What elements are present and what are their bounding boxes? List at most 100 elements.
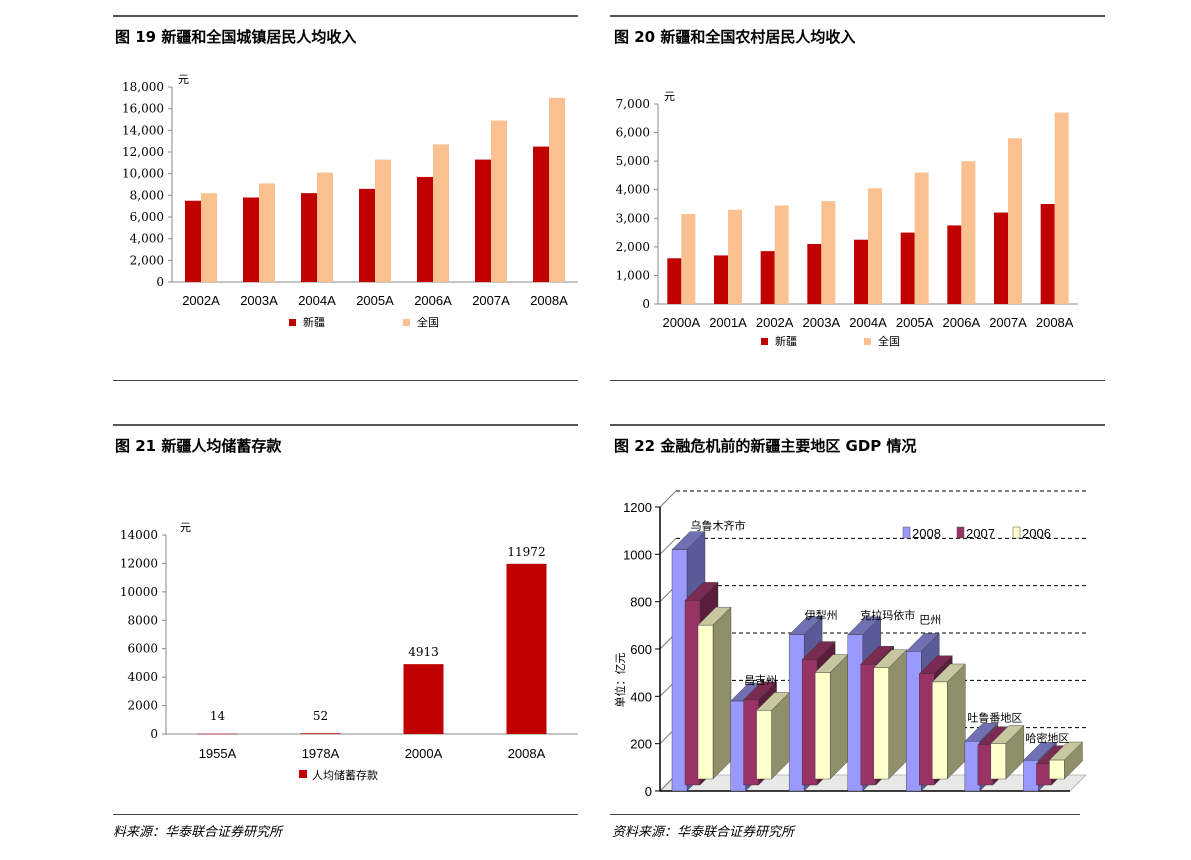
y-tick-label: 200 — [630, 737, 652, 752]
x-tick-label: 2000A — [405, 746, 443, 761]
x-tick-label: 2006A — [414, 293, 452, 308]
gridline-side — [659, 490, 677, 508]
bar-xinjiang — [900, 232, 915, 304]
fig21-chart: 0 2000 4000 6000 8000 10000 12000 14000 元 14 1955A… — [120, 521, 578, 782]
y-tick-label: 1,000 — [616, 268, 650, 282]
bar-savings — [300, 733, 341, 734]
x-tick-label: 2004A — [298, 293, 336, 308]
bar-2006 — [932, 681, 948, 780]
fig20-top-rule — [610, 15, 1105, 17]
bar-xinjiang — [854, 239, 868, 304]
y-tick-label: 10000 — [120, 585, 158, 599]
bar-2007 — [801, 659, 818, 786]
x-tick-label: 2007A — [472, 293, 510, 308]
y-tick-label: 4,000 — [130, 232, 164, 246]
bar-national — [868, 188, 882, 304]
y-tick-label: 4,000 — [616, 183, 650, 197]
unit-label: 元 — [664, 90, 675, 103]
fig21-top-rule — [113, 424, 578, 426]
legend-swatch — [299, 770, 307, 778]
bar-xinjiang — [185, 200, 201, 282]
bar-national — [1008, 138, 1022, 304]
bar-2008 — [1023, 760, 1039, 792]
y-tick-label: 3,000 — [616, 211, 650, 225]
y-tick-label: 8,000 — [130, 188, 164, 202]
fig22-title: 图 22 金融危机前的新疆主要地区 GDP 情况 — [614, 437, 917, 455]
y-tick-label: 16,000 — [122, 102, 164, 116]
bar-xinjiang — [807, 244, 822, 304]
bar-national — [681, 214, 696, 304]
unit-label: 元 — [178, 73, 189, 86]
x-tick-label: 1955A — [199, 746, 237, 761]
y-tick-label: 0 — [642, 297, 650, 311]
y-tick-label: 6,000 — [130, 210, 164, 224]
bar-2008 — [788, 634, 805, 792]
legend-label: 2007 — [966, 526, 995, 541]
y-tick-label: 6,000 — [616, 126, 650, 140]
bar-national — [961, 161, 976, 304]
x-tick-label: 1978A — [302, 746, 340, 761]
bar-national — [728, 209, 742, 304]
x-tick-label: 2000A — [663, 315, 701, 330]
x-tick-label: 2003A — [240, 293, 278, 308]
y-tick-label: 4000 — [127, 670, 158, 684]
bar-national — [774, 205, 789, 304]
x-tick-label: 2008A — [530, 293, 568, 308]
x-tick-label: 2002A — [756, 315, 794, 330]
bar-xinjiang — [667, 258, 682, 304]
unit-label: 元 — [180, 521, 191, 534]
fig19-top-rule — [113, 15, 578, 17]
x-tick-label: 2004A — [849, 315, 887, 330]
legend-label: 全国 — [417, 315, 439, 329]
bar-2006 — [697, 624, 714, 780]
bar-2008 — [847, 634, 863, 792]
legend-label: 新疆 — [775, 334, 797, 348]
fig21-title: 图 21 新疆人均储蓄存款 — [115, 437, 282, 455]
x-tick-label: 2002A — [182, 293, 220, 308]
bar-xinjiang — [475, 159, 491, 282]
bar-national — [1054, 112, 1069, 304]
y-tick-label: 18,000 — [122, 80, 164, 94]
bar-savings — [403, 664, 444, 734]
y-tick-label: 12000 — [120, 556, 158, 570]
row-divider-left — [113, 380, 578, 381]
category-label: 伊犁州 — [805, 608, 838, 622]
bar-savings — [506, 563, 547, 734]
y-tick-label: 2,000 — [130, 253, 164, 267]
y-tick-label: 1000 — [623, 547, 652, 562]
bar-2008 — [906, 651, 922, 792]
y-tick-label: 2,000 — [616, 240, 650, 254]
fig19-title: 图 19 新疆和全国城镇居民人均收入 — [115, 28, 357, 46]
bar-2006 — [990, 743, 1007, 780]
y-tick-label: 800 — [630, 595, 652, 610]
x-tick-label: 2007A — [989, 315, 1027, 330]
bar-xinjiang — [714, 255, 728, 304]
source-rule-right — [610, 814, 1080, 815]
bar-side-2006 — [829, 654, 849, 780]
bar-2007 — [977, 744, 994, 786]
bar-2006 — [1049, 759, 1065, 780]
bar-side-2006 — [947, 663, 966, 780]
bar-xinjiang — [417, 176, 433, 282]
legend-swatch — [403, 319, 410, 326]
y-axis-label: 单位：亿元 — [613, 653, 627, 708]
bar-national — [317, 172, 333, 282]
y-tick-label: 14000 — [120, 528, 158, 542]
bar-2007 — [860, 664, 876, 786]
bar-2008 — [964, 741, 981, 792]
gridline-side — [659, 537, 677, 555]
x-tick-label: 2008A — [508, 746, 546, 761]
data-label: 4913 — [408, 645, 439, 659]
bar-national — [914, 172, 929, 304]
bar-2006 — [873, 667, 889, 780]
bar-xinjiang — [994, 212, 1008, 304]
legend-label: 人均储蓄存款 — [312, 768, 378, 782]
x-tick-label: 2006A — [943, 315, 981, 330]
bar-savings — [197, 733, 238, 735]
bar-national — [433, 144, 449, 282]
bar-2007 — [684, 600, 701, 786]
bar-2007 — [919, 673, 935, 786]
bar-xinjiang — [760, 251, 775, 304]
bar-2008 — [671, 549, 688, 792]
category-label: 哈密地区 — [1025, 731, 1069, 745]
